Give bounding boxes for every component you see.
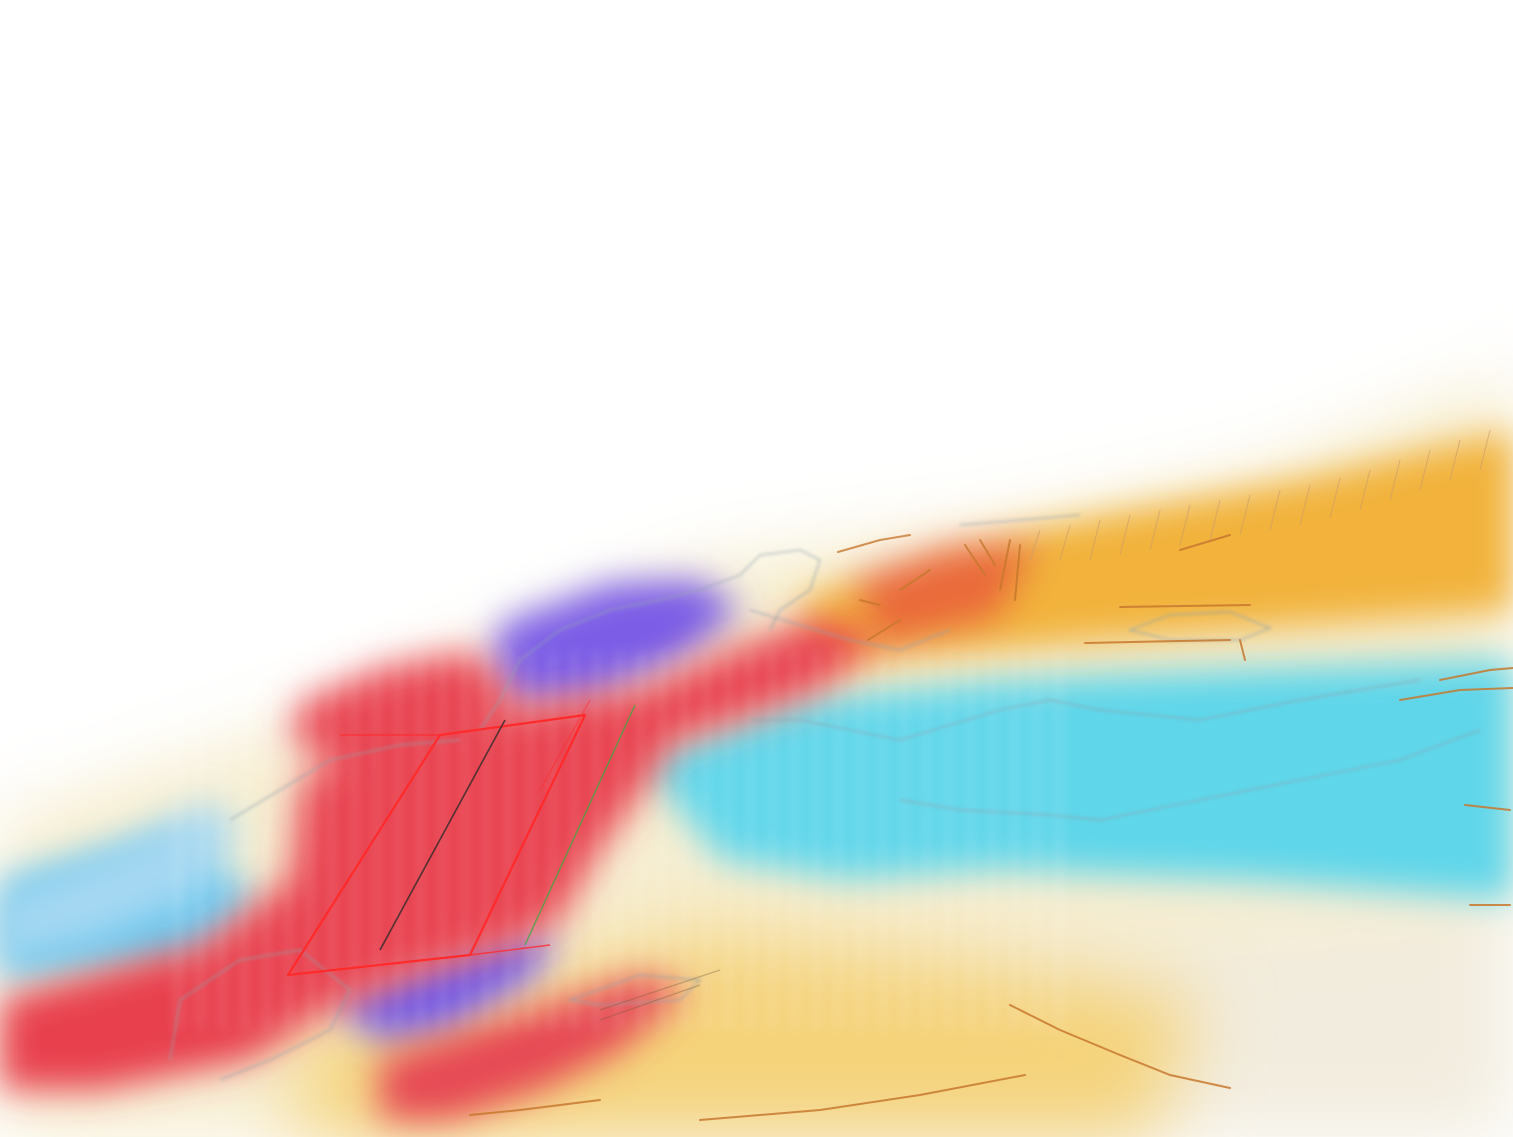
fault-lines-faint [1029,429,1491,561]
cross-section-slice[interactable] [286,699,636,977]
slice-outline [286,713,587,977]
upper-haze [0,0,1513,760]
fault-lines [469,534,1513,1121]
coastlines [169,514,1481,1081]
profile-lines [599,969,721,1021]
slice-edge-dark [379,719,506,951]
slice-edge-green [524,704,636,946]
